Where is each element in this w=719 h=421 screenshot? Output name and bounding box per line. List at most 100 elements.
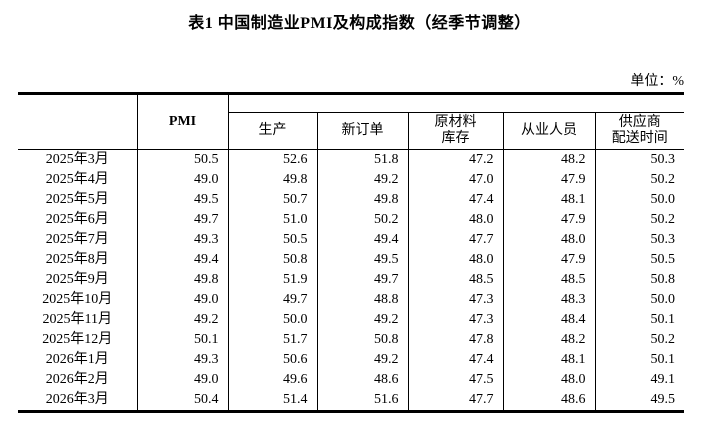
- value-cell: 49.3: [137, 230, 229, 250]
- value-cell: 49.4: [317, 230, 409, 250]
- value-cell: 47.3: [408, 310, 504, 330]
- value-cell: 49.1: [650, 372, 676, 387]
- value-cell: 49.7: [317, 270, 409, 290]
- value-cell: 50.6: [228, 350, 318, 370]
- header-spacer: [228, 93, 685, 113]
- value-cell: 48.0: [503, 230, 596, 250]
- value-cell: 50.7: [228, 190, 318, 210]
- value-cell: 47.2: [408, 149, 504, 170]
- header-row-top: PMI: [18, 93, 685, 150]
- value-cell: 47.5: [408, 370, 504, 390]
- value-cell: 49.5: [650, 392, 676, 407]
- value-cell: 50.2: [650, 172, 676, 187]
- table-row: 2025年6月 49.7 51.0 50.2 48.0 47.9 50.2: [18, 210, 684, 230]
- value-cell: 51.6: [317, 390, 409, 412]
- value-cell: 48.6: [503, 390, 596, 412]
- value-cell: 47.7: [408, 230, 504, 250]
- page-title: 表1 中国制造业PMI及构成指数（经季节调整）: [188, 15, 531, 32]
- value-cell: 51.8: [317, 149, 409, 170]
- value-cell: 49.7: [228, 290, 318, 310]
- value-cell: 49.3: [137, 350, 229, 370]
- table-row: 2025年11月 49.2 50.0 49.2 47.3 48.4 50.1: [18, 310, 684, 330]
- column-header-pmi: PMI: [137, 93, 229, 150]
- value-cell: 47.8: [408, 330, 504, 350]
- month-cell: 2025年10月: [18, 290, 138, 310]
- value-cell: 49.8: [317, 190, 409, 210]
- value-cell: 47.4: [408, 190, 504, 210]
- table-row: 2025年12月 50.1 51.7 50.8 47.8 48.2 50.2: [18, 330, 684, 350]
- value-cell: 48.3: [503, 290, 596, 310]
- value-cell: 50.0: [650, 292, 676, 307]
- value-cell: 49.0: [137, 290, 229, 310]
- value-cell: 48.0: [503, 370, 596, 390]
- value-cell: 49.0: [137, 370, 229, 390]
- pmi-table: PMI 生产 新订单 原材料 库存 从业人员 供应商 配送时间 2025年3月 5…: [18, 92, 685, 413]
- value-cell: 48.4: [503, 310, 596, 330]
- value-cell: 47.0: [408, 170, 504, 190]
- row-header-corner: [18, 93, 138, 150]
- month-cell: 2026年1月: [18, 350, 138, 370]
- value-cell: 50.5: [228, 230, 318, 250]
- value-cell: 47.9: [503, 250, 596, 270]
- value-cell: 47.9: [503, 210, 596, 230]
- column-header-supplier-delivery-time: 供应商 配送时间: [595, 112, 685, 150]
- value-cell: 52.6: [228, 149, 318, 170]
- value-cell: 50.2: [317, 210, 409, 230]
- header-row-sub: 生产 新订单 原材料 库存 从业人员 供应商 配送时间: [18, 112, 685, 150]
- month-cell: 2025年11月: [18, 310, 138, 330]
- value-cell: 50.8: [650, 272, 676, 287]
- value-cell: 49.7: [137, 210, 229, 230]
- value-cell: 49.2: [137, 310, 229, 330]
- table-row: 2025年9月 49.8 51.9 49.7 48.5 48.5 50.8: [18, 270, 684, 290]
- value-cell: 47.9: [503, 170, 596, 190]
- value-cell: 50.0: [228, 310, 318, 330]
- value-cell: 48.2: [503, 330, 596, 350]
- value-cell: 50.3: [650, 232, 676, 247]
- value-cell: 48.5: [408, 270, 504, 290]
- table-row: 2026年3月 50.4 51.4 51.6 47.7 48.6 49.5: [18, 390, 684, 412]
- value-cell: 49.5: [137, 190, 229, 210]
- value-cell: 51.0: [228, 210, 318, 230]
- value-cell: 50.2: [650, 332, 676, 347]
- value-cell: 50.5: [137, 149, 229, 170]
- month-cell: 2025年5月: [18, 190, 138, 210]
- value-cell: 49.4: [137, 250, 229, 270]
- column-header-production: 生产: [228, 112, 318, 150]
- value-cell: 50.8: [228, 250, 318, 270]
- month-cell: 2025年8月: [18, 250, 138, 270]
- value-cell: 48.1: [503, 350, 596, 370]
- value-cell: 49.2: [317, 170, 409, 190]
- value-cell: 49.2: [317, 310, 409, 330]
- unit-label: 单位：%: [630, 74, 684, 89]
- table-row: 2026年1月 49.3 50.6 49.2 47.4 48.1 50.1: [18, 350, 684, 370]
- month-cell: 2025年12月: [18, 330, 138, 350]
- value-cell: 48.1: [503, 190, 596, 210]
- table-row: 2025年5月 49.5 50.7 49.8 47.4 48.1 50.0: [18, 190, 684, 210]
- table-row: 2025年8月 49.4 50.8 49.5 48.0 47.9 50.5: [18, 250, 684, 270]
- value-cell: 48.6: [317, 370, 409, 390]
- value-cell: 49.8: [137, 270, 229, 290]
- value-cell: 51.9: [228, 270, 318, 290]
- value-cell: 48.2: [503, 149, 596, 170]
- column-header-employment: 从业人员: [503, 112, 596, 150]
- value-cell: 49.5: [317, 250, 409, 270]
- value-cell: 50.3: [650, 152, 676, 167]
- value-cell: 50.1: [650, 312, 676, 327]
- month-cell: 2025年4月: [18, 170, 138, 190]
- column-header-new-orders: 新订单: [317, 112, 409, 150]
- value-cell: 48.8: [317, 290, 409, 310]
- value-cell: 47.7: [408, 390, 504, 412]
- value-cell: 50.8: [317, 330, 409, 350]
- month-cell: 2026年2月: [18, 370, 138, 390]
- value-cell: 48.0: [408, 210, 504, 230]
- value-cell: 47.4: [408, 350, 504, 370]
- month-cell: 2025年3月: [18, 149, 138, 170]
- value-cell: 49.2: [317, 350, 409, 370]
- table-row: 2025年7月 49.3 50.5 49.4 47.7 48.0 50.3: [18, 230, 684, 250]
- month-cell: 2026年3月: [18, 390, 138, 412]
- value-cell: 50.1: [137, 330, 229, 350]
- table-row: 2026年2月 49.0 49.6 48.6 47.5 48.0 49.1: [18, 370, 684, 390]
- table-row: 2025年3月 50.5 52.6 51.8 47.2 48.2 50.3: [18, 149, 684, 170]
- month-cell: 2025年9月: [18, 270, 138, 290]
